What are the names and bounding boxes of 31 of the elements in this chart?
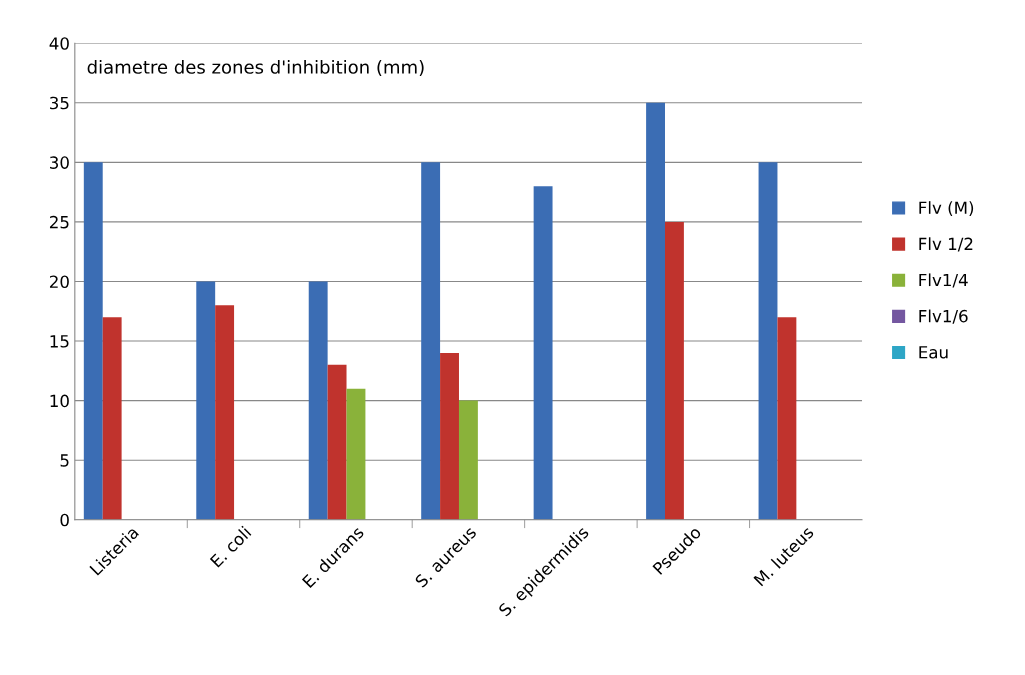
bar: [777, 317, 797, 520]
bar: [458, 400, 478, 520]
y-tick-label: 35: [50, 96, 69, 110]
bar: [758, 162, 778, 520]
y-tick-label: 20: [49, 275, 69, 289]
bar: [440, 352, 459, 520]
bar: [327, 364, 347, 520]
legend-label: Flv (M): [919, 201, 974, 217]
text: diametre des zones d'inhibition (mm): [87, 59, 424, 76]
bar: [196, 281, 216, 520]
bar: [83, 162, 103, 520]
x-tick-label: E. coli: [209, 525, 252, 568]
y-tick-label: 10: [50, 394, 69, 408]
bar: [533, 186, 553, 520]
legend-label: Flv 1/2: [919, 237, 973, 252]
y-tick-label: 25: [49, 215, 69, 229]
y-tick-label: 15: [50, 335, 69, 348]
legend-label: Flv1/6: [919, 309, 968, 324]
bar: [102, 317, 122, 520]
bar: [346, 388, 366, 520]
bar: [421, 162, 441, 520]
bar: [215, 305, 235, 520]
y-tick-label: 5: [60, 454, 69, 467]
bar: [308, 281, 328, 520]
bar: [646, 102, 665, 520]
bar: [665, 221, 684, 520]
y-tick-label: 0: [60, 513, 69, 527]
legend-label: Eau: [919, 346, 948, 359]
y-tick-label: 30: [50, 156, 69, 169]
y-tick-label: 40: [49, 37, 69, 50]
legend-label: Flv1/4: [919, 273, 968, 288]
